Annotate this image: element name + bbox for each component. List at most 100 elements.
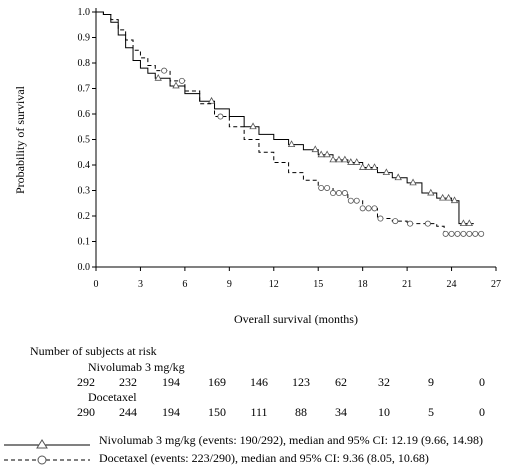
censor-marker xyxy=(335,190,342,197)
censor-marker xyxy=(311,145,319,153)
series-line xyxy=(96,11,474,225)
y-tick-label: 0.7 xyxy=(78,84,91,95)
censor-marker xyxy=(329,155,337,163)
risk-value: 194 xyxy=(162,405,180,419)
censor-marker xyxy=(466,230,473,237)
censor-marker xyxy=(450,196,459,204)
risk-value: 32 xyxy=(378,375,390,389)
censor-marker xyxy=(353,197,360,204)
censor-marker xyxy=(365,205,372,212)
censor-marker xyxy=(359,205,366,212)
legend-text-nivolumab: Nivolumab 3 mg/kg (events: 190/292), med… xyxy=(99,433,483,447)
x-tick-label: 27 xyxy=(491,279,501,290)
x-tick-label: 15 xyxy=(313,279,323,290)
y-tick-label: 0.3 xyxy=(78,186,91,197)
censor-marker xyxy=(427,188,435,196)
censor-marker xyxy=(370,163,379,170)
censor-marker xyxy=(465,219,474,227)
x-tick-label: 12 xyxy=(269,279,279,290)
censor-marker xyxy=(377,215,384,222)
risk-value: 88 xyxy=(295,405,307,419)
censor-marker xyxy=(409,178,417,186)
x-tick-label: 0 xyxy=(94,279,99,290)
censor-marker xyxy=(394,173,402,181)
censor-marker xyxy=(371,205,378,212)
series-line xyxy=(96,11,482,235)
censor-marker xyxy=(249,122,257,130)
censor-marker xyxy=(478,230,485,237)
risk-value: 0 xyxy=(479,375,485,389)
censor-marker xyxy=(341,190,348,197)
censor-marker xyxy=(448,230,455,237)
legend-item-docetaxel: Docetaxel (events: 223/290), median and … xyxy=(0,451,512,467)
series-layer xyxy=(96,11,485,237)
censor-marker xyxy=(460,230,467,237)
censor-marker xyxy=(347,197,354,204)
risk-value: 150 xyxy=(208,405,226,419)
x-axis-label: Overall survival (months) xyxy=(234,312,358,326)
legend-text-docetaxel: Docetaxel (events: 223/290), median and … xyxy=(99,451,429,465)
censor-marker xyxy=(154,73,162,81)
censor-marker xyxy=(318,184,325,191)
censor-marker xyxy=(442,230,449,237)
censor-marker xyxy=(323,150,331,158)
x-tick-label: 6 xyxy=(182,279,187,290)
x-tick-label: 9 xyxy=(227,279,232,290)
y-tick-label: 0.0 xyxy=(78,262,91,273)
censor-marker xyxy=(217,113,224,120)
censor-marker xyxy=(364,163,373,170)
censor-marker xyxy=(424,220,431,227)
y-axis-label: Probability of survival xyxy=(13,85,27,194)
x-tick-label: 18 xyxy=(358,279,368,290)
risk-value: 232 xyxy=(119,375,137,389)
y-tick-label: 0.1 xyxy=(78,237,91,248)
risk-value: 146 xyxy=(250,375,268,389)
risk-value: 290 xyxy=(77,405,95,419)
y-tick-label: 0.8 xyxy=(78,58,91,69)
censor-marker xyxy=(382,168,391,176)
censor-marker xyxy=(407,220,414,227)
series-docetaxel xyxy=(96,11,485,237)
x-tick-label: 3 xyxy=(138,279,143,290)
y-tick-label: 0.2 xyxy=(78,211,91,222)
km-chart: 0.0 0.1 0.2 0.3 0.4 0.5 0.6 0.7 0.8 0.9 1.0 0 3 6 9 12 1… xyxy=(13,7,502,326)
risk-value: 123 xyxy=(292,375,310,389)
y-tick-label: 0.6 xyxy=(78,109,91,120)
censor-marker xyxy=(353,158,361,165)
y-tick-label: 0.5 xyxy=(78,135,91,146)
risk-value: 10 xyxy=(378,405,390,419)
censor-marker xyxy=(472,230,479,237)
risk-value: 169 xyxy=(208,375,226,389)
censor-marker xyxy=(358,163,367,170)
censor-marker xyxy=(392,218,399,225)
legend-swatch-circle-icon xyxy=(4,455,90,465)
risk-value: 5 xyxy=(428,405,434,419)
legend-item-nivolumab: Nivolumab 3 mg/kg (events: 190/292), med… xyxy=(0,433,512,449)
censor-marker xyxy=(347,158,355,165)
censor-marker xyxy=(459,219,468,227)
censor-marker xyxy=(207,96,216,104)
censor-marker xyxy=(178,77,185,84)
censor-marker xyxy=(444,193,453,201)
censor-marker xyxy=(330,190,337,197)
risk-group-label-docetaxel: Docetaxel xyxy=(88,390,137,404)
risk-value: 0 xyxy=(479,405,485,419)
legend-swatch-triangle-icon xyxy=(4,439,90,449)
risk-value: 9 xyxy=(428,375,434,389)
chart-axes: 0.0 0.1 0.2 0.3 0.4 0.5 0.6 0.7 0.8 0.9 1.0 0 3 6 9 12 1… xyxy=(78,7,502,290)
censor-marker xyxy=(341,155,349,163)
y-tick-label: 1.0 xyxy=(78,7,91,18)
risk-value: 34 xyxy=(335,405,347,419)
risk-group-label-nivolumab: Nivolumab 3 mg/kg xyxy=(88,360,185,374)
y-tick-label: 0.9 xyxy=(78,33,91,44)
risk-value: 62 xyxy=(335,375,347,389)
risk-value: 244 xyxy=(119,405,137,419)
x-tick-label: 21 xyxy=(402,279,412,290)
censor-marker xyxy=(335,155,343,163)
risk-table-title: Number of subjects at risk xyxy=(30,344,157,358)
censor-marker xyxy=(172,81,180,89)
censor-marker xyxy=(454,230,461,237)
censor-marker xyxy=(438,193,447,201)
censor-marker xyxy=(324,184,331,191)
series-nivolumab xyxy=(96,11,474,227)
